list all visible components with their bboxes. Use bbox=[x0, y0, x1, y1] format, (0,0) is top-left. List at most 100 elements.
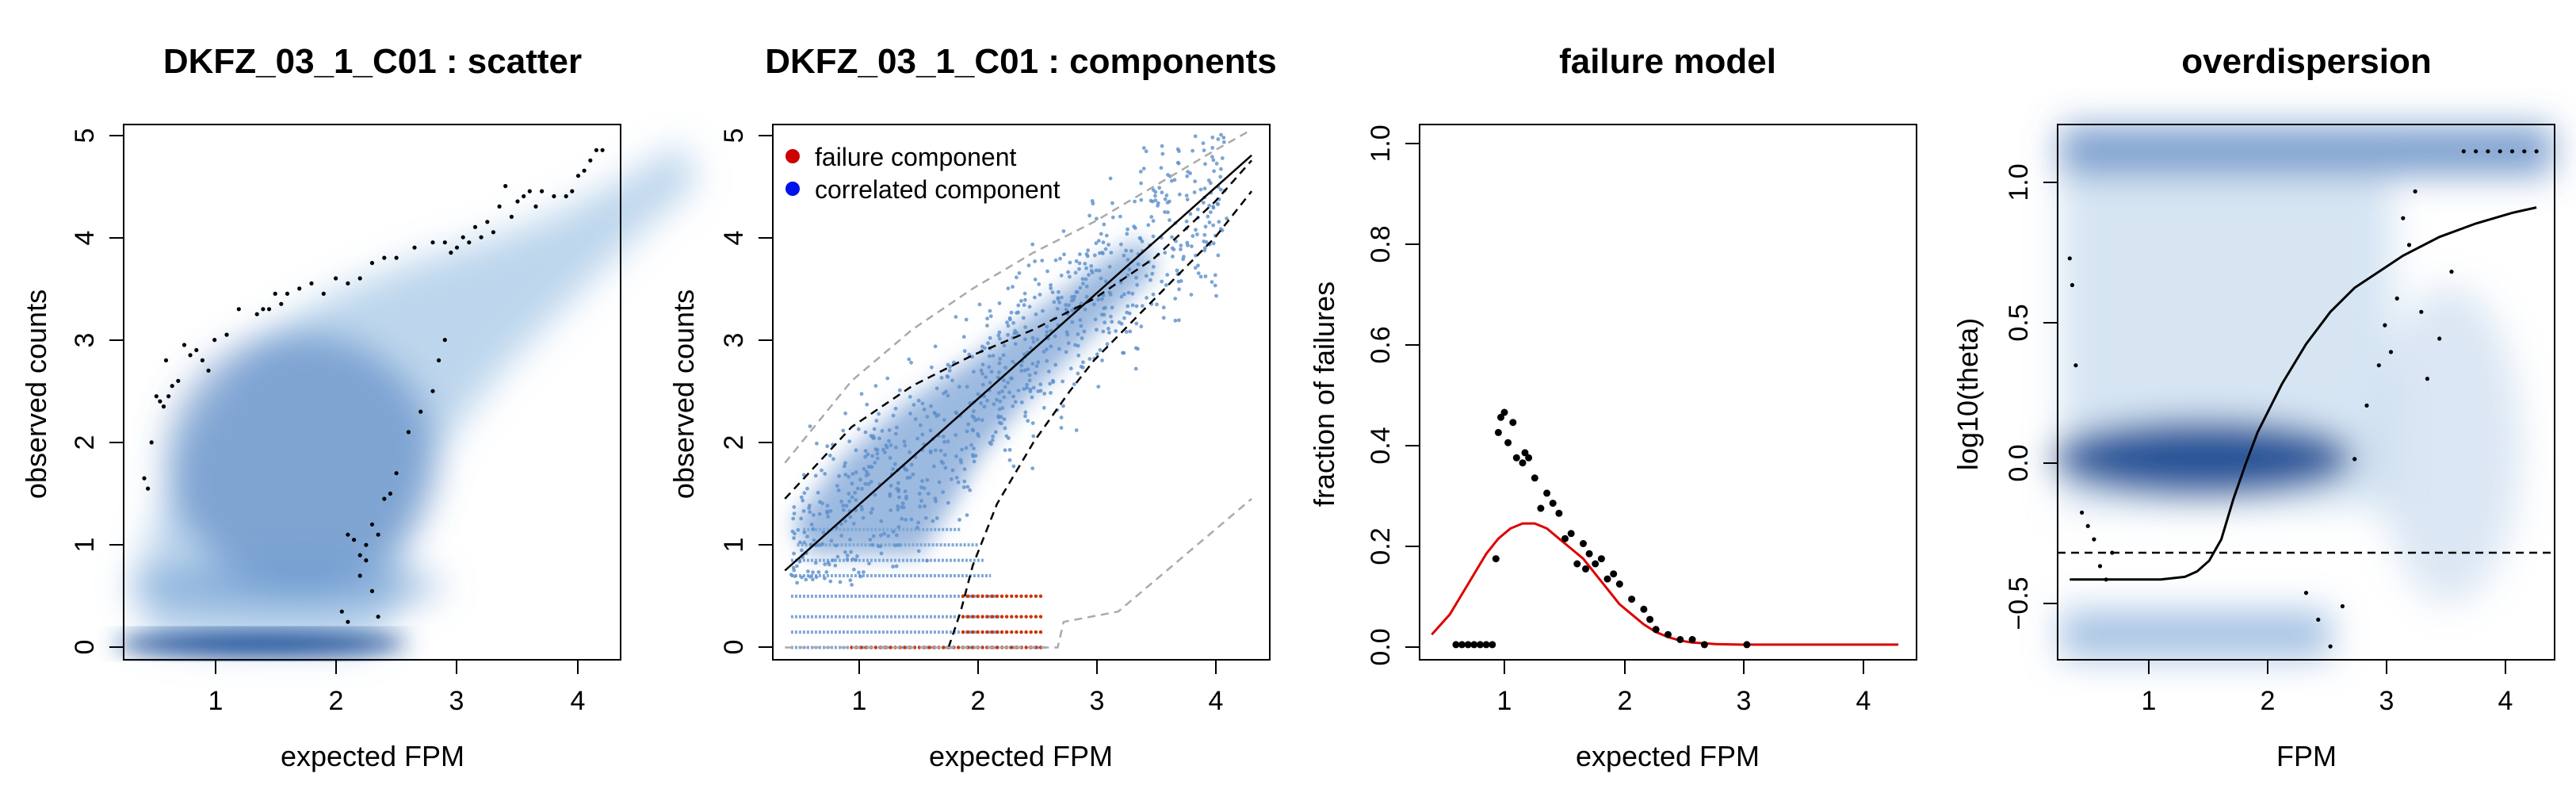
correlated-point bbox=[1064, 330, 1069, 335]
correlated-point bbox=[923, 504, 927, 508]
outlier-point bbox=[334, 276, 338, 281]
correlated-point bbox=[1179, 247, 1183, 251]
correlated-point bbox=[863, 430, 868, 435]
correlated-point bbox=[820, 542, 825, 546]
outlier-point bbox=[236, 307, 241, 312]
correlated-point bbox=[831, 457, 835, 462]
outlier-point bbox=[479, 235, 483, 239]
outlier-point bbox=[509, 214, 514, 219]
correlated-point bbox=[896, 525, 901, 529]
correlated-point bbox=[1151, 265, 1156, 269]
correlated-point bbox=[826, 515, 831, 519]
correlated-point bbox=[892, 462, 897, 466]
correlated-point bbox=[1203, 224, 1208, 229]
correlated-point bbox=[793, 531, 797, 536]
outlier-point bbox=[182, 343, 187, 347]
outlier-point bbox=[357, 553, 362, 557]
correlated-point bbox=[960, 447, 964, 452]
correlated-point bbox=[835, 554, 840, 559]
failure-fraction-point bbox=[1512, 454, 1520, 462]
outlier-point bbox=[564, 193, 568, 199]
correlated-point bbox=[1221, 140, 1226, 144]
correlated-point bbox=[988, 440, 992, 445]
correlated-point bbox=[1084, 277, 1088, 282]
x-ticks: 1 2 3 4 bbox=[208, 660, 585, 716]
correlated-point bbox=[972, 446, 976, 450]
correlated-point bbox=[1211, 205, 1215, 209]
correlated-point bbox=[1204, 240, 1209, 244]
correlated-point bbox=[1213, 273, 1217, 278]
theta-point bbox=[2461, 149, 2466, 154]
correlated-point bbox=[1011, 404, 1015, 408]
panel-title: DKFZ_03_1_C01 : components bbox=[765, 42, 1277, 81]
x-tick-label: 1 bbox=[2142, 686, 2157, 716]
correlated-point bbox=[1045, 347, 1049, 351]
correlated-point bbox=[1079, 365, 1084, 369]
correlated-point bbox=[917, 492, 922, 496]
correlated-point bbox=[982, 404, 987, 409]
correlated-point bbox=[970, 414, 975, 419]
correlated-point bbox=[991, 354, 996, 358]
correlated-point bbox=[1126, 227, 1129, 232]
correlated-point bbox=[1079, 324, 1084, 328]
correlated-point bbox=[889, 442, 893, 447]
correlated-point bbox=[866, 452, 870, 457]
correlated-point bbox=[891, 467, 895, 471]
x-tick-label: 2 bbox=[1618, 686, 1633, 716]
outlier-point bbox=[552, 193, 556, 199]
outlier-point bbox=[285, 291, 290, 296]
correlated-point bbox=[1098, 251, 1102, 255]
correlated-point bbox=[986, 341, 990, 346]
correlated-point bbox=[1013, 400, 1018, 404]
correlated-point bbox=[1068, 274, 1072, 279]
correlated-point bbox=[916, 549, 921, 554]
correlated-point bbox=[1214, 293, 1218, 298]
theta-point bbox=[2449, 270, 2454, 274]
correlated-point bbox=[1022, 291, 1027, 296]
correlated-point bbox=[1007, 316, 1012, 320]
failure-point bbox=[976, 615, 980, 619]
correlated-point bbox=[827, 454, 832, 458]
correlated-point bbox=[1074, 259, 1079, 263]
correlated-point bbox=[860, 487, 865, 491]
failure-point bbox=[859, 646, 863, 649]
outlier-point bbox=[497, 204, 502, 209]
failure-fraction-point bbox=[1582, 565, 1589, 573]
correlated-point bbox=[1057, 301, 1061, 305]
correlated-point bbox=[909, 517, 914, 522]
correlated-point bbox=[843, 550, 847, 554]
correlated-point bbox=[1027, 378, 1032, 382]
correlated-point bbox=[1070, 295, 1074, 299]
correlated-point bbox=[938, 448, 943, 453]
correlated-point bbox=[1049, 286, 1053, 290]
correlated-point bbox=[954, 315, 958, 319]
correlated-point bbox=[1030, 335, 1035, 340]
correlated-point bbox=[1008, 376, 1013, 381]
correlated-point bbox=[1218, 174, 1223, 179]
correlated-point bbox=[966, 422, 971, 427]
correlated-point bbox=[904, 518, 908, 522]
outlier-point bbox=[467, 240, 472, 245]
correlated-point bbox=[1161, 316, 1166, 320]
theta-point bbox=[2070, 282, 2074, 288]
correlated-point bbox=[929, 404, 933, 408]
correlated-point bbox=[1023, 325, 1027, 329]
correlated-point bbox=[1034, 364, 1039, 368]
correlated-point bbox=[896, 481, 900, 485]
correlated-point bbox=[1129, 249, 1133, 253]
failure-fraction-point bbox=[1561, 534, 1569, 542]
correlated-point bbox=[1061, 404, 1065, 408]
failure-point bbox=[927, 646, 931, 649]
outlier-point bbox=[442, 240, 447, 245]
correlated-point bbox=[1125, 232, 1129, 236]
correlated-point bbox=[854, 498, 858, 502]
correlated-point bbox=[1145, 296, 1148, 300]
y-axis-label: log10(theta) bbox=[1951, 318, 1984, 470]
correlated-point bbox=[828, 509, 833, 513]
correlated-point bbox=[908, 395, 912, 399]
correlated-point bbox=[1045, 269, 1049, 274]
density-zero-band bbox=[115, 631, 408, 657]
failure-fraction-point bbox=[1688, 636, 1696, 643]
failure-point bbox=[980, 594, 984, 598]
correlated-point bbox=[913, 417, 918, 421]
